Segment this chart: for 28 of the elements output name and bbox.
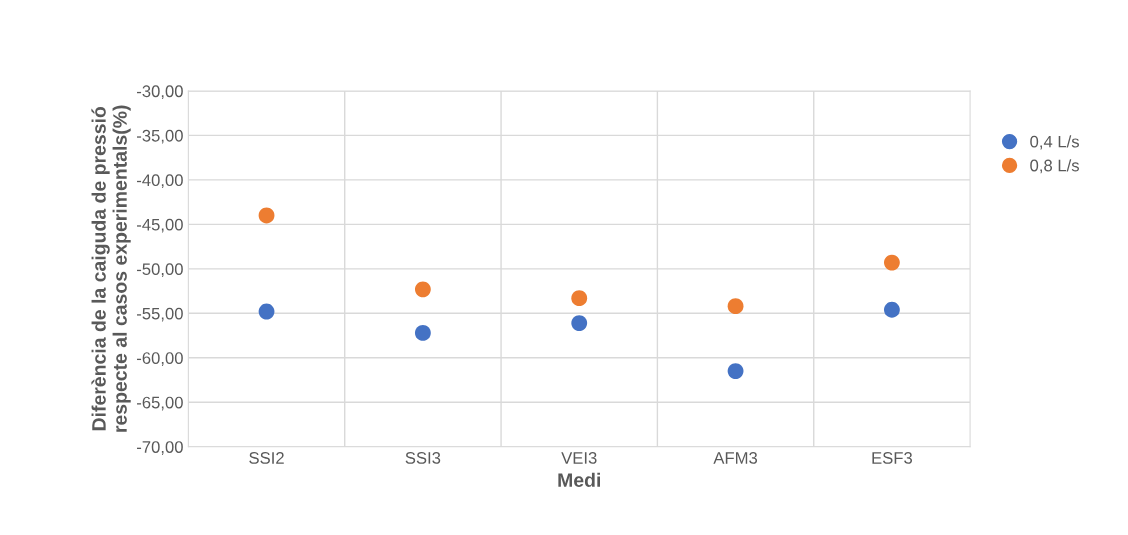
x-axis-title: Medi	[558, 472, 600, 487]
y-tick-label: -30,00	[137, 85, 183, 100]
point	[414, 324, 431, 341]
point	[727, 363, 744, 380]
point	[571, 315, 588, 332]
legend-label: 0,4 L/s	[1030, 135, 1079, 150]
x-tick-label: VEI3	[561, 452, 597, 464]
x-tick-label: ESF3	[872, 452, 913, 464]
y-tick-label: -70,00	[137, 441, 183, 455]
y-tick-label: -55,00	[137, 307, 183, 322]
point	[883, 301, 900, 318]
y-tick-label: -45,00	[137, 218, 183, 233]
y-tick-label: -65,00	[137, 396, 183, 411]
y-tick-label: -60,00	[137, 352, 183, 366]
y-axis-title: Diferència de la caiguda de pressió respecte al casos experimentals(%)	[91, 105, 131, 432]
y-tick-label: -50,00	[137, 263, 183, 278]
point	[883, 254, 900, 271]
point	[258, 303, 275, 320]
x-tick-label: SSI2	[249, 452, 284, 464]
y-tick-label: -40,00	[137, 174, 183, 189]
point	[414, 281, 431, 298]
point	[258, 207, 275, 224]
point	[571, 290, 588, 307]
point	[727, 298, 744, 315]
y-tick-label: -35,00	[137, 129, 183, 144]
x-tick-label: AFM3	[713, 452, 758, 464]
x-tick-label: SSI3	[405, 452, 441, 464]
legend-label: 0,8 L/s	[1030, 159, 1079, 174]
